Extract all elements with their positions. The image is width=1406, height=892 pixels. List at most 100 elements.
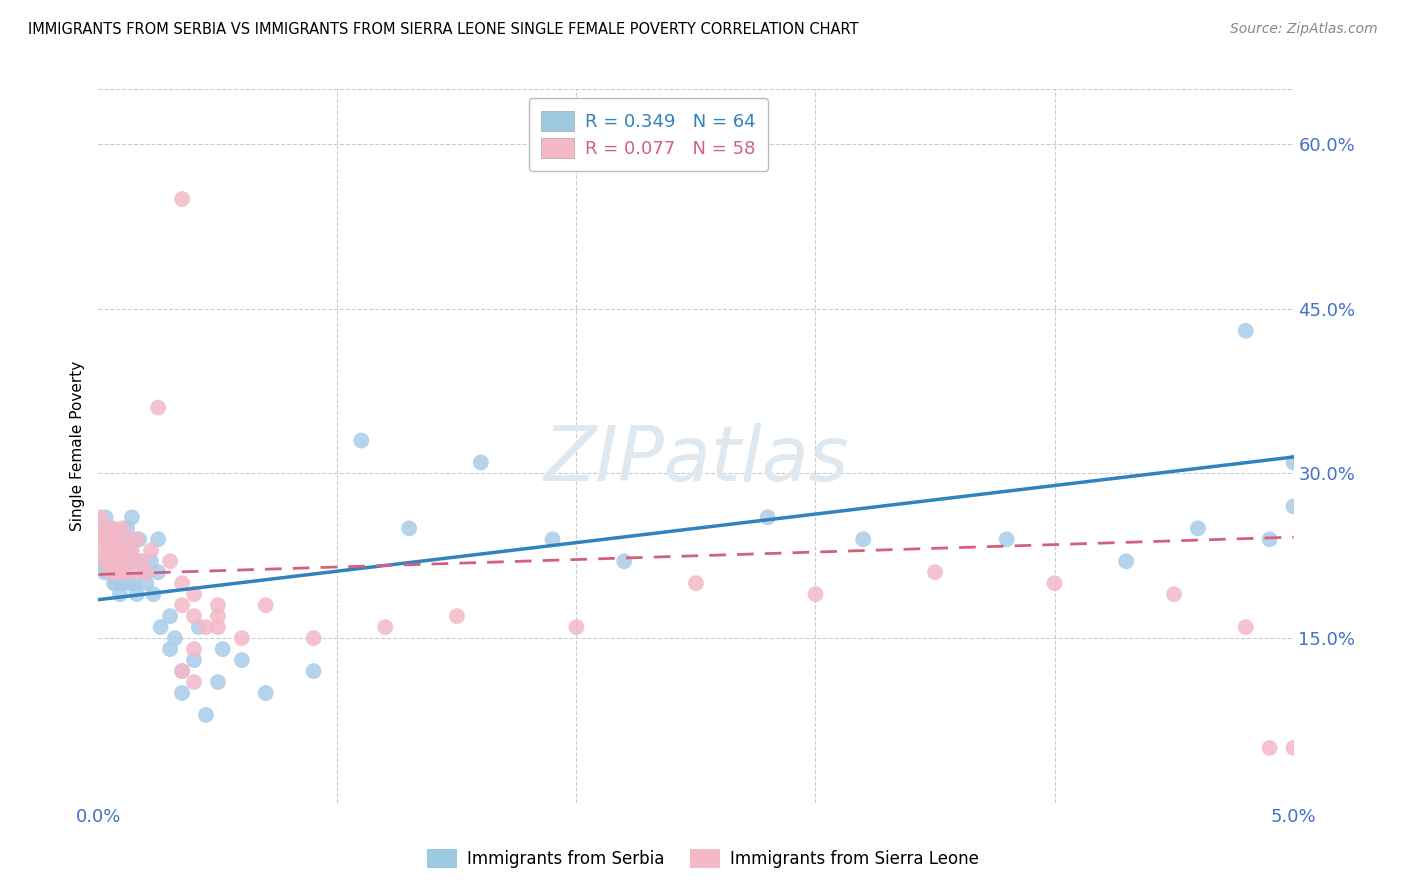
Point (125, 533, 148, 547)
Point (118, 543, 141, 558)
Point (172, 664, 194, 678)
Point (183, 653, 205, 667)
Point (163, 631, 186, 645)
Point (100, 566, 122, 580)
Point (187, 620, 209, 634)
Point (159, 642, 181, 657)
Point (103, 576, 125, 591)
Point (108, 587, 131, 601)
Point (1234, 324, 1257, 338)
Point (135, 566, 157, 580)
Point (195, 620, 218, 634)
Point (121, 543, 143, 558)
Point (124, 566, 146, 580)
Point (195, 708, 218, 723)
Point (159, 609, 181, 624)
Point (103, 554, 125, 568)
Point (124, 554, 146, 568)
Point (97, 554, 120, 568)
Point (398, 521, 420, 535)
Point (148, 401, 170, 415)
Point (302, 664, 325, 678)
Point (115, 533, 138, 547)
Point (541, 533, 564, 547)
Point (1234, 620, 1257, 634)
Point (139, 554, 162, 568)
Point (94, 510, 117, 524)
Point (91, 543, 114, 558)
Point (139, 543, 162, 558)
Point (100, 533, 122, 547)
Point (172, 664, 194, 678)
Point (183, 642, 205, 657)
Text: IMMIGRANTS FROM SERBIA VS IMMIGRANTS FROM SIERRA LEONE SINGLE FEMALE POVERTY COR: IMMIGRANTS FROM SERBIA VS IMMIGRANTS FRO… (28, 22, 859, 37)
Point (924, 566, 946, 580)
Point (108, 554, 131, 568)
Point (149, 620, 172, 634)
Point (254, 598, 277, 612)
Point (93, 521, 115, 535)
Point (94, 554, 117, 568)
Point (183, 675, 205, 690)
Point (121, 510, 143, 524)
Point (135, 566, 157, 580)
Point (100, 543, 122, 558)
Point (111, 521, 134, 535)
Point (613, 554, 636, 568)
Point (1187, 521, 1209, 535)
Point (374, 620, 396, 634)
Point (104, 533, 127, 547)
Point (995, 533, 1018, 547)
Point (105, 554, 128, 568)
Point (101, 554, 124, 568)
Point (105, 576, 128, 591)
Point (159, 554, 181, 568)
Point (101, 521, 124, 535)
Point (183, 587, 205, 601)
Point (207, 598, 229, 612)
Text: ZIPatlas: ZIPatlas (543, 424, 849, 497)
Point (135, 576, 157, 591)
Point (470, 455, 492, 469)
Point (114, 533, 136, 547)
Point (1282, 500, 1305, 514)
Point (131, 554, 153, 568)
Point (114, 566, 136, 580)
Point (756, 510, 779, 524)
Point (207, 620, 229, 634)
Point (231, 653, 253, 667)
Point (90, 510, 112, 524)
Point (183, 609, 205, 624)
Point (91, 554, 114, 568)
Point (118, 554, 141, 568)
Point (350, 434, 373, 448)
Point (565, 620, 588, 634)
Point (207, 675, 229, 690)
Point (125, 587, 148, 601)
Point (172, 576, 194, 591)
Point (172, 192, 194, 206)
Point (89, 521, 111, 535)
Point (131, 554, 153, 568)
Point (1043, 576, 1066, 591)
Point (111, 554, 134, 568)
Point (98, 543, 121, 558)
Point (128, 533, 150, 547)
Point (98, 566, 121, 580)
Point (100, 521, 122, 535)
Text: Source: ZipAtlas.com: Source: ZipAtlas.com (1230, 22, 1378, 37)
Point (108, 554, 131, 568)
Point (114, 554, 136, 568)
Point (148, 533, 170, 547)
Point (124, 576, 146, 591)
Point (1282, 455, 1305, 469)
Point (97, 543, 120, 558)
Point (302, 631, 325, 645)
Point (107, 543, 129, 558)
Point (148, 566, 170, 580)
Point (91, 533, 114, 547)
Point (91, 533, 114, 547)
Point (107, 566, 129, 580)
Point (852, 533, 875, 547)
Point (172, 598, 194, 612)
